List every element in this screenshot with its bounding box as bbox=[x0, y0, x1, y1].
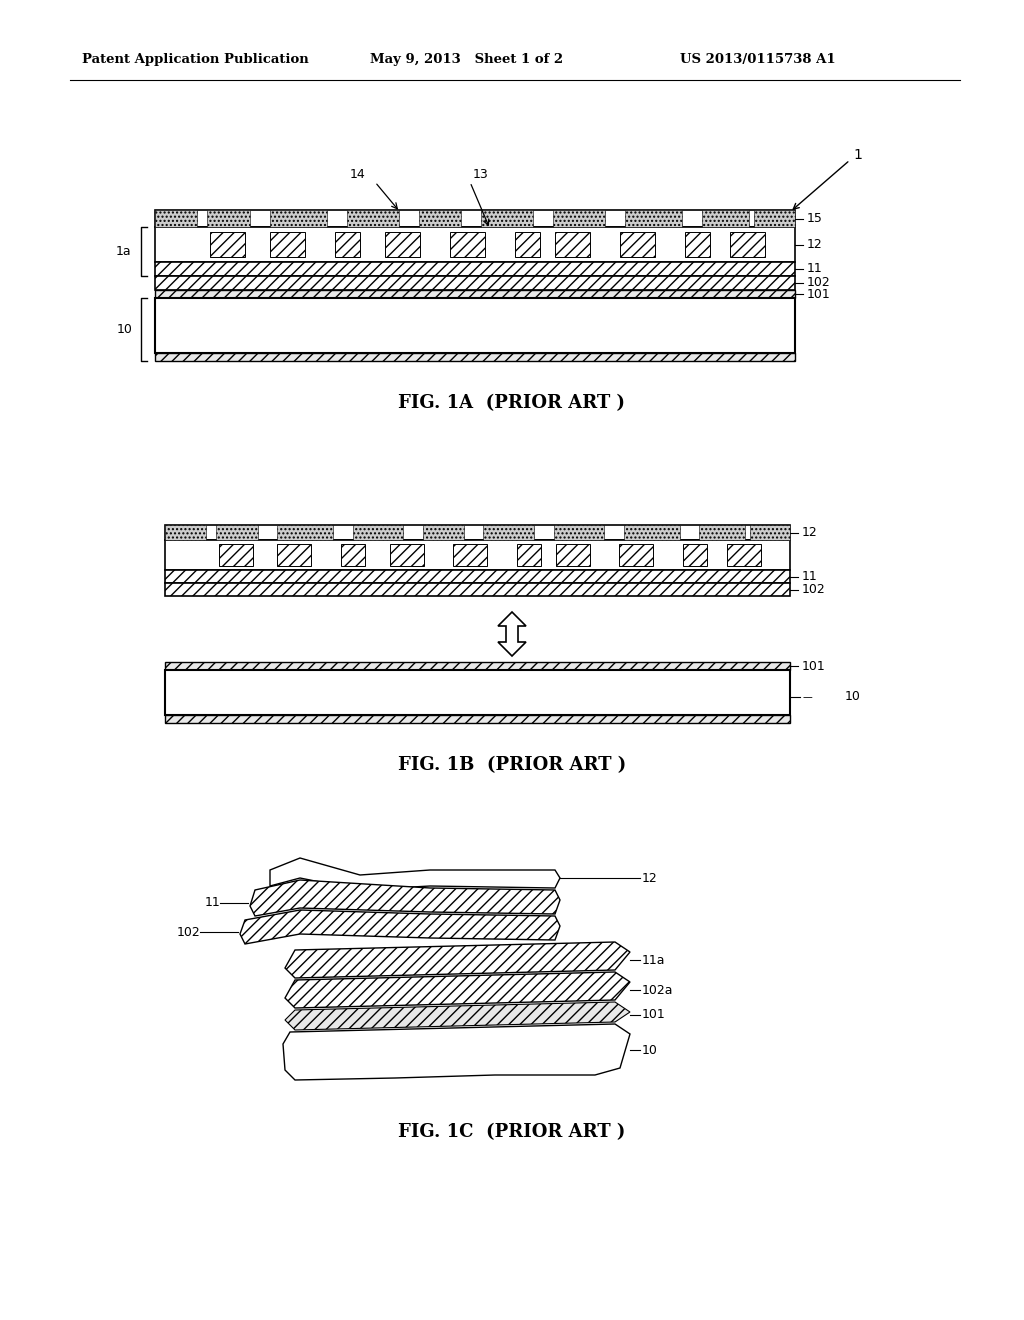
Bar bbox=[553, 210, 605, 227]
Bar bbox=[389, 544, 424, 566]
Bar bbox=[207, 210, 250, 227]
Text: 11: 11 bbox=[204, 896, 220, 909]
Bar bbox=[155, 290, 795, 298]
Text: FIG. 1B  (PRIOR ART ): FIG. 1B (PRIOR ART ) bbox=[398, 756, 626, 774]
Text: FIG. 1C  (PRIOR ART ): FIG. 1C (PRIOR ART ) bbox=[398, 1123, 626, 1140]
Bar bbox=[219, 544, 253, 566]
Bar bbox=[453, 544, 487, 566]
Bar bbox=[385, 232, 420, 257]
Polygon shape bbox=[285, 942, 630, 978]
Bar bbox=[155, 210, 197, 227]
Text: 102: 102 bbox=[176, 925, 200, 939]
Bar bbox=[699, 525, 745, 540]
Text: 13: 13 bbox=[473, 169, 488, 181]
Text: FIG. 1A  (PRIOR ART ): FIG. 1A (PRIOR ART ) bbox=[398, 393, 626, 412]
Bar bbox=[347, 210, 399, 227]
Bar bbox=[450, 232, 485, 257]
Bar bbox=[165, 525, 790, 540]
Bar bbox=[155, 298, 795, 352]
Text: 101: 101 bbox=[807, 288, 830, 301]
Bar bbox=[165, 525, 206, 540]
Text: 101: 101 bbox=[642, 1008, 666, 1022]
Bar bbox=[556, 544, 590, 566]
Bar bbox=[516, 544, 541, 566]
Text: 11a: 11a bbox=[642, 953, 666, 966]
Text: 102: 102 bbox=[802, 583, 825, 597]
Bar bbox=[270, 210, 327, 227]
Bar bbox=[555, 232, 590, 257]
Polygon shape bbox=[283, 1024, 630, 1080]
Text: 12: 12 bbox=[802, 525, 818, 539]
Text: Patent Application Publication: Patent Application Publication bbox=[82, 54, 309, 66]
Text: 102a: 102a bbox=[642, 983, 674, 997]
Bar bbox=[165, 671, 790, 715]
Text: 14: 14 bbox=[350, 169, 366, 181]
Bar bbox=[155, 276, 795, 290]
Bar bbox=[423, 525, 464, 540]
Bar bbox=[165, 663, 790, 671]
Bar bbox=[625, 210, 682, 227]
Bar bbox=[155, 210, 795, 227]
Text: 11: 11 bbox=[802, 570, 818, 583]
Bar bbox=[165, 583, 790, 597]
Bar bbox=[419, 210, 461, 227]
Bar bbox=[726, 544, 761, 566]
Bar bbox=[216, 525, 258, 540]
Polygon shape bbox=[285, 972, 630, 1008]
Polygon shape bbox=[285, 1002, 630, 1030]
Bar bbox=[155, 227, 795, 261]
Bar bbox=[210, 232, 245, 257]
Bar bbox=[165, 540, 790, 570]
Polygon shape bbox=[270, 858, 560, 890]
Bar bbox=[352, 525, 403, 540]
Bar bbox=[624, 525, 680, 540]
Polygon shape bbox=[498, 612, 526, 656]
Text: 10: 10 bbox=[845, 690, 861, 704]
Text: —: — bbox=[803, 692, 813, 702]
Bar bbox=[278, 544, 311, 566]
Text: 10: 10 bbox=[117, 323, 133, 337]
Text: 12: 12 bbox=[807, 238, 822, 251]
Bar bbox=[278, 525, 333, 540]
Bar bbox=[754, 210, 795, 227]
Bar bbox=[165, 715, 790, 723]
Text: 1: 1 bbox=[853, 148, 862, 162]
Text: May 9, 2013   Sheet 1 of 2: May 9, 2013 Sheet 1 of 2 bbox=[370, 54, 563, 66]
Text: 1a: 1a bbox=[116, 246, 131, 257]
Bar bbox=[155, 352, 795, 360]
Bar bbox=[683, 544, 707, 566]
Bar bbox=[483, 525, 535, 540]
Text: 12: 12 bbox=[642, 871, 657, 884]
Text: 10: 10 bbox=[642, 1044, 657, 1056]
Bar bbox=[554, 525, 604, 540]
Bar bbox=[341, 544, 366, 566]
Polygon shape bbox=[240, 909, 560, 944]
Bar bbox=[155, 261, 795, 276]
Bar bbox=[730, 232, 765, 257]
Text: 102: 102 bbox=[807, 276, 830, 289]
Bar bbox=[481, 210, 534, 227]
Polygon shape bbox=[250, 880, 560, 916]
Text: 11: 11 bbox=[807, 263, 822, 276]
Bar bbox=[515, 232, 540, 257]
Bar bbox=[165, 570, 790, 583]
Text: US 2013/0115738 A1: US 2013/0115738 A1 bbox=[680, 54, 836, 66]
Text: 101: 101 bbox=[802, 660, 825, 672]
Bar bbox=[620, 232, 655, 257]
Text: 15: 15 bbox=[807, 213, 823, 224]
Bar bbox=[620, 544, 653, 566]
Bar bbox=[270, 232, 305, 257]
Bar bbox=[335, 232, 360, 257]
Bar bbox=[685, 232, 710, 257]
Bar bbox=[702, 210, 749, 227]
Bar bbox=[750, 525, 790, 540]
